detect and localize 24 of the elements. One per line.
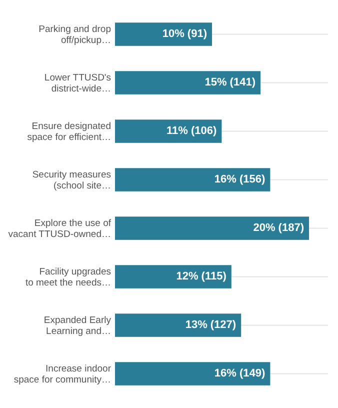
data-label: 15% (141) bbox=[204, 76, 256, 89]
bar bbox=[115, 265, 232, 288]
y-tick-label: Facility upgrades to meet the needs… bbox=[25, 266, 112, 288]
data-label: 13% (127) bbox=[185, 319, 236, 332]
data-label: 20% (187) bbox=[253, 222, 304, 234]
data-label: 10% (91) bbox=[162, 28, 208, 40]
data-label: 11% (106) bbox=[166, 125, 218, 138]
y-tick-label: Expanded Early Learning and… bbox=[44, 314, 112, 336]
bar bbox=[115, 168, 270, 192]
y-tick-label: Ensure designated space for efficient… bbox=[27, 120, 111, 142]
y-tick-label: Increase indoor space for community… bbox=[14, 362, 111, 385]
bar bbox=[115, 22, 212, 46]
bar bbox=[115, 120, 222, 143]
bar bbox=[115, 216, 309, 240]
bar bbox=[115, 71, 260, 94]
y-tick-label: Parking and drop off/pickup… bbox=[38, 23, 111, 46]
data-label: 16% (149) bbox=[214, 368, 266, 380]
bar bbox=[115, 362, 270, 386]
y-tick-label: Lower TTUSD's district-wide… bbox=[44, 72, 112, 94]
data-label: 12% (115) bbox=[176, 270, 227, 283]
y-tick-label: Security measures (school site… bbox=[32, 168, 112, 191]
y-tick-label: Explore the use of vacant TTUSD-owned… bbox=[8, 217, 112, 240]
bar bbox=[115, 314, 242, 337]
data-label: 16% (156) bbox=[214, 174, 266, 186]
